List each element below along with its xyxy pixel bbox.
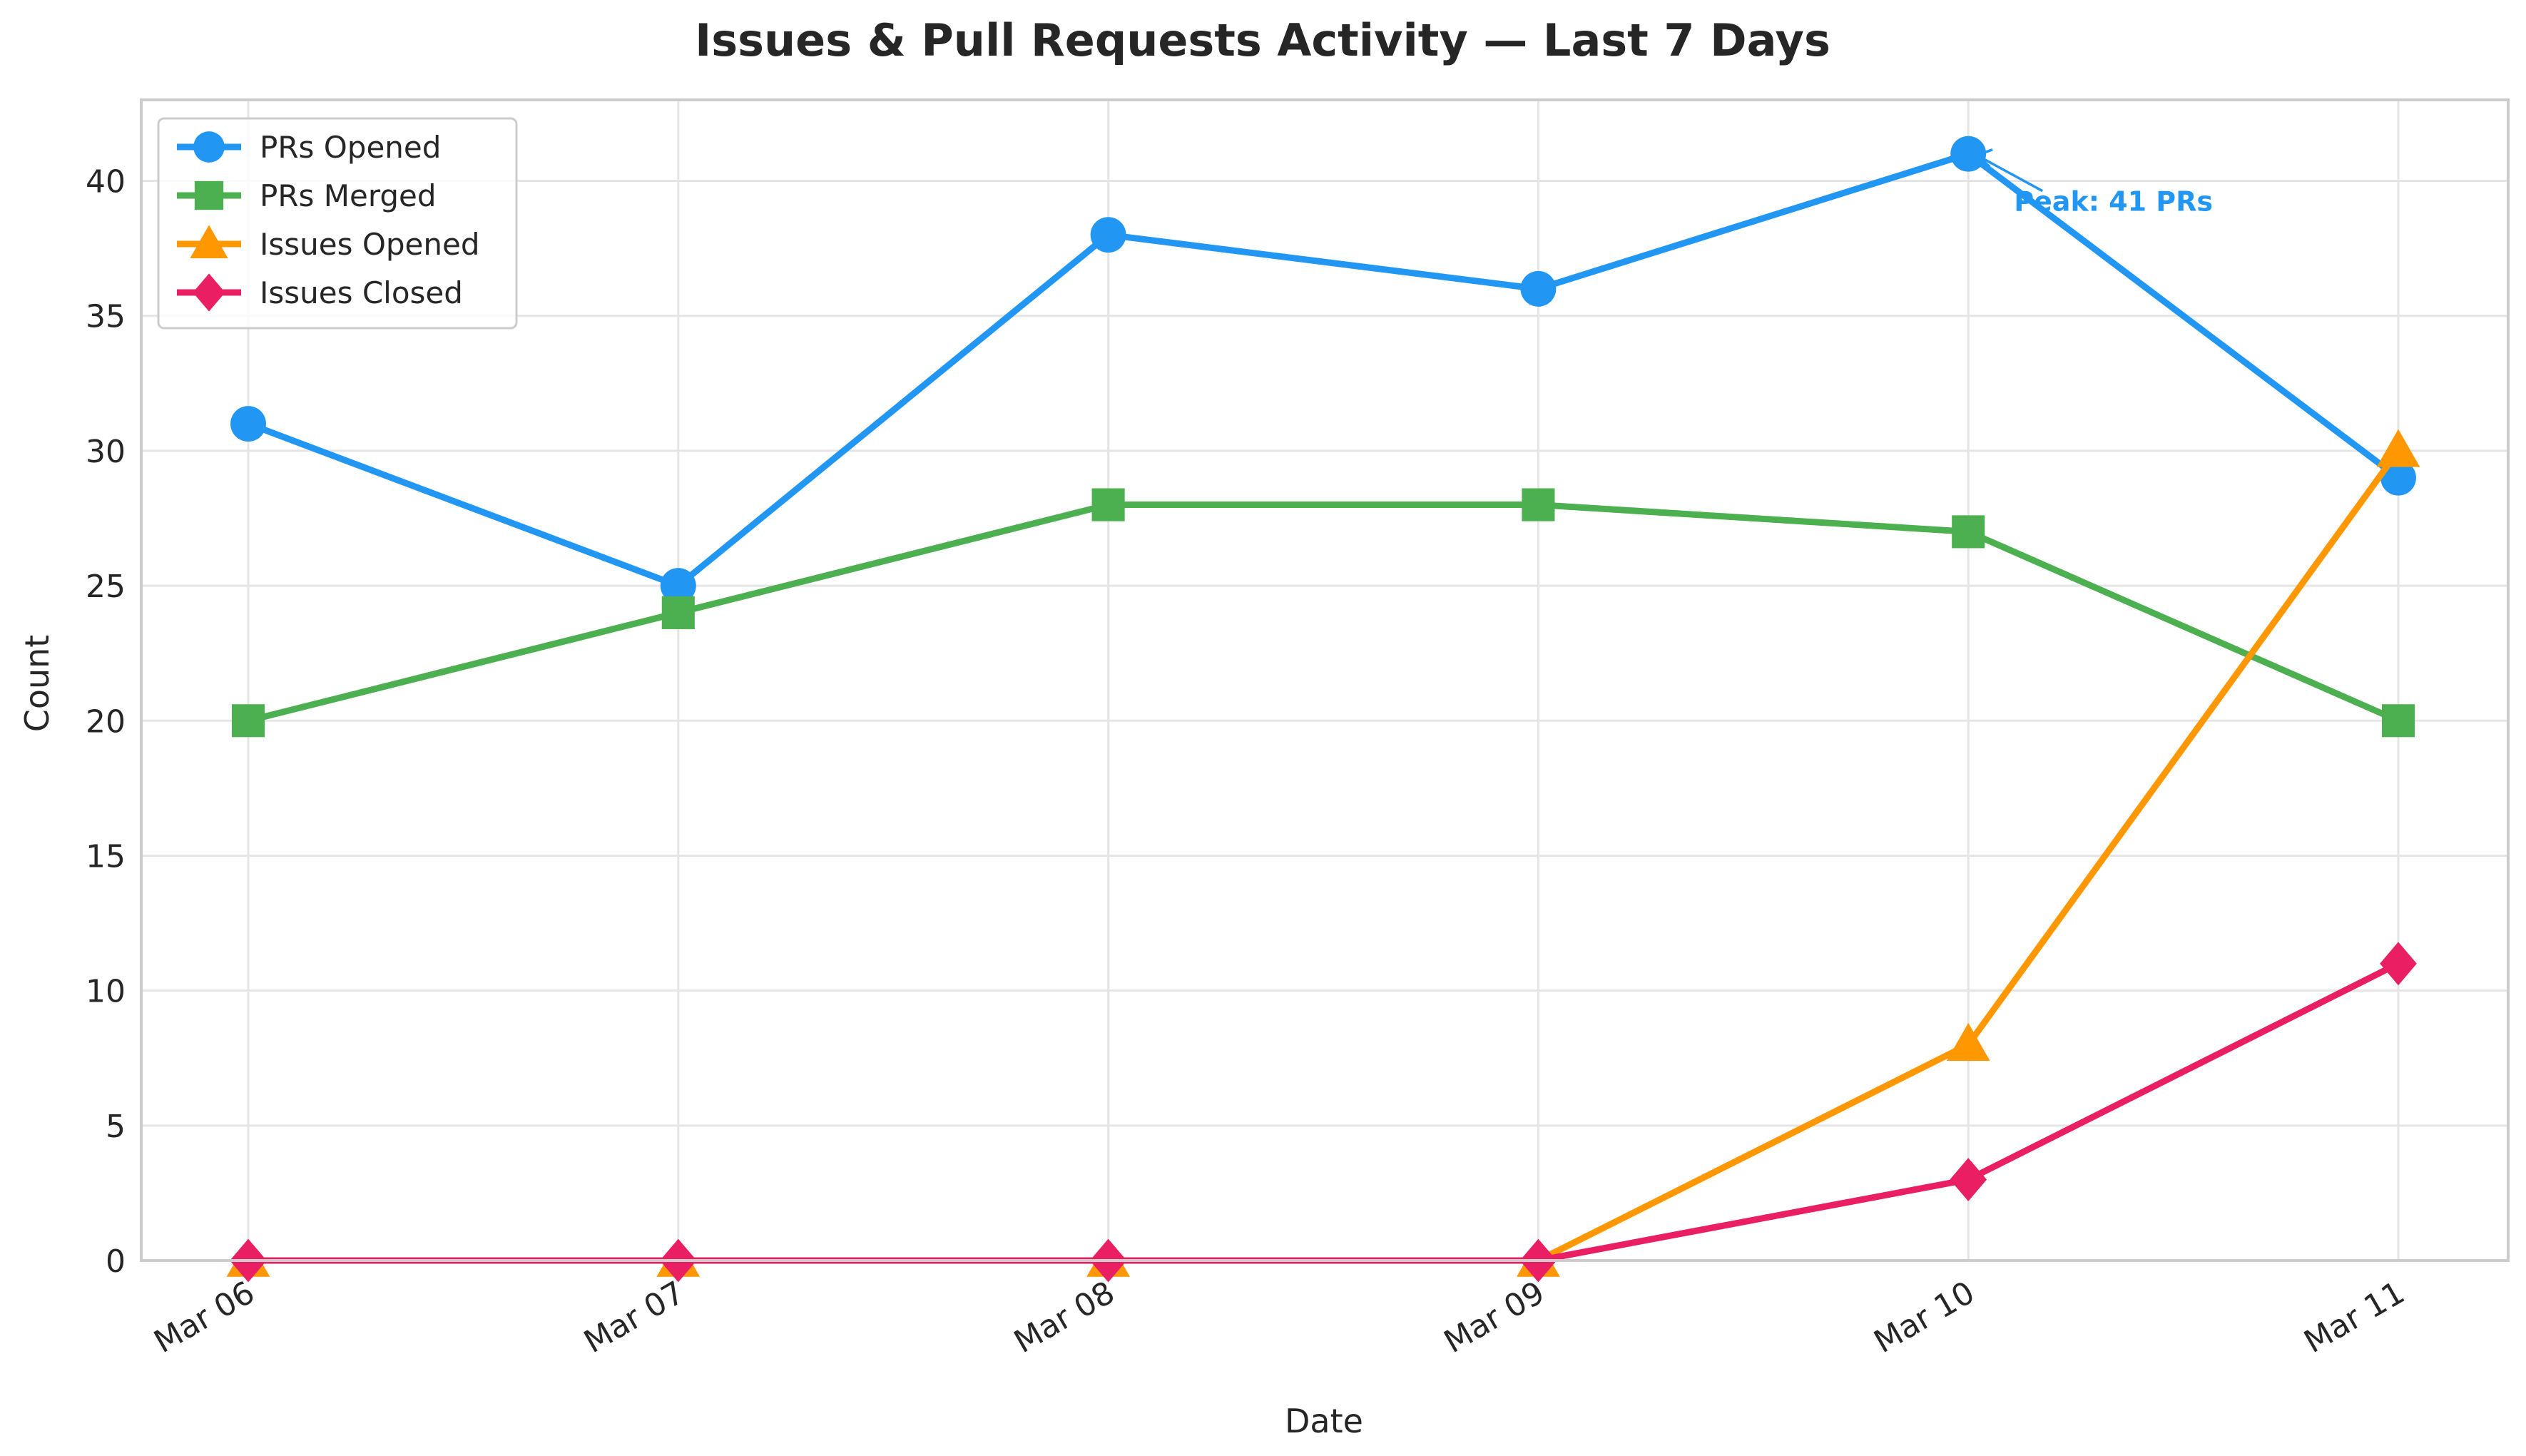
- x-tick-label: Mar 07: [578, 1274, 691, 1360]
- data-point: [1952, 515, 1985, 549]
- series-prs-opened: [230, 136, 2416, 604]
- x-tick-label: Mar 11: [2298, 1274, 2410, 1360]
- x-tick-label: Mar 10: [1868, 1274, 1981, 1360]
- legend: PRs Opened PRs Merged Issues Opened Issues …: [157, 117, 518, 330]
- data-point: [660, 568, 696, 604]
- y-tick-label: 20: [86, 703, 126, 740]
- x-axis-ticks: Mar 06 Mar 07 Mar 08 Mar 09 Mar 10 Mar 11: [148, 1274, 2410, 1360]
- y-axis-ticks: 0 5 10 15 20 25 30 35 40: [86, 164, 126, 1280]
- plot-background: [141, 100, 2508, 1261]
- plot-area: [141, 100, 2508, 1261]
- data-point: [1950, 1158, 1987, 1201]
- x-axis-label: Date: [1285, 1402, 1363, 1440]
- data-point: [2376, 429, 2420, 467]
- data-point: [1520, 270, 1557, 307]
- legend-label: Issues Opened: [260, 227, 480, 262]
- legend-label: PRs Merged: [260, 178, 437, 213]
- data-point: [2380, 459, 2416, 496]
- legend-item: PRs Merged: [177, 178, 437, 213]
- data-point: [1091, 488, 1125, 521]
- x-tick-label: Mar 06: [148, 1274, 260, 1360]
- data-point: [1946, 1022, 1990, 1062]
- y-tick-label: 30: [86, 434, 126, 470]
- series-line: [245, 151, 2402, 589]
- y-tick-label: 10: [86, 974, 126, 1010]
- y-tick-label: 15: [86, 838, 126, 875]
- annotation-arrowhead: [1974, 148, 1993, 168]
- annotation-arrow: [1976, 154, 2044, 193]
- grid-lines: [141, 100, 2508, 1262]
- series-prs-merged: [231, 488, 2415, 738]
- y-tick-label: 40: [86, 164, 126, 200]
- data-point: [2380, 942, 2417, 986]
- data-point: [2381, 704, 2415, 738]
- legend-marker: [193, 131, 225, 163]
- legend-item: Issues Closed: [177, 273, 463, 312]
- data-point: [661, 596, 695, 629]
- data-point: [231, 704, 265, 738]
- annotation-layer: Peak: 41 PRs: [1974, 148, 2213, 218]
- y-tick-label: 35: [86, 299, 126, 335]
- data-point: [1090, 217, 1126, 253]
- data-point: [1950, 136, 1987, 172]
- legend-box: [157, 117, 518, 330]
- series-line: [245, 502, 2402, 724]
- chart-title: Issues & Pull Requests Activity — Last 7…: [695, 14, 1830, 66]
- legend-marker: [194, 180, 224, 210]
- x-tick-label: Mar 08: [1008, 1274, 1121, 1360]
- annotation-label: Peak: 41 PRs: [2014, 186, 2213, 218]
- plot-frame: [140, 98, 2510, 1262]
- data-point: [1522, 488, 1555, 521]
- x-tick-label: Mar 09: [1438, 1274, 1551, 1360]
- y-tick-label: 5: [106, 1109, 126, 1145]
- y-axis-label: Count: [18, 635, 56, 733]
- y-tick-label: 0: [106, 1243, 126, 1280]
- legend-label: PRs Opened: [260, 130, 441, 165]
- legend-item: Issues Opened: [177, 225, 480, 262]
- data-point: [230, 406, 266, 442]
- y-tick-label: 25: [86, 569, 126, 605]
- legend-marker: [193, 273, 225, 312]
- legend-label: Issues Closed: [260, 275, 463, 310]
- legend-marker: [190, 225, 228, 258]
- legend-item: PRs Opened: [177, 130, 441, 165]
